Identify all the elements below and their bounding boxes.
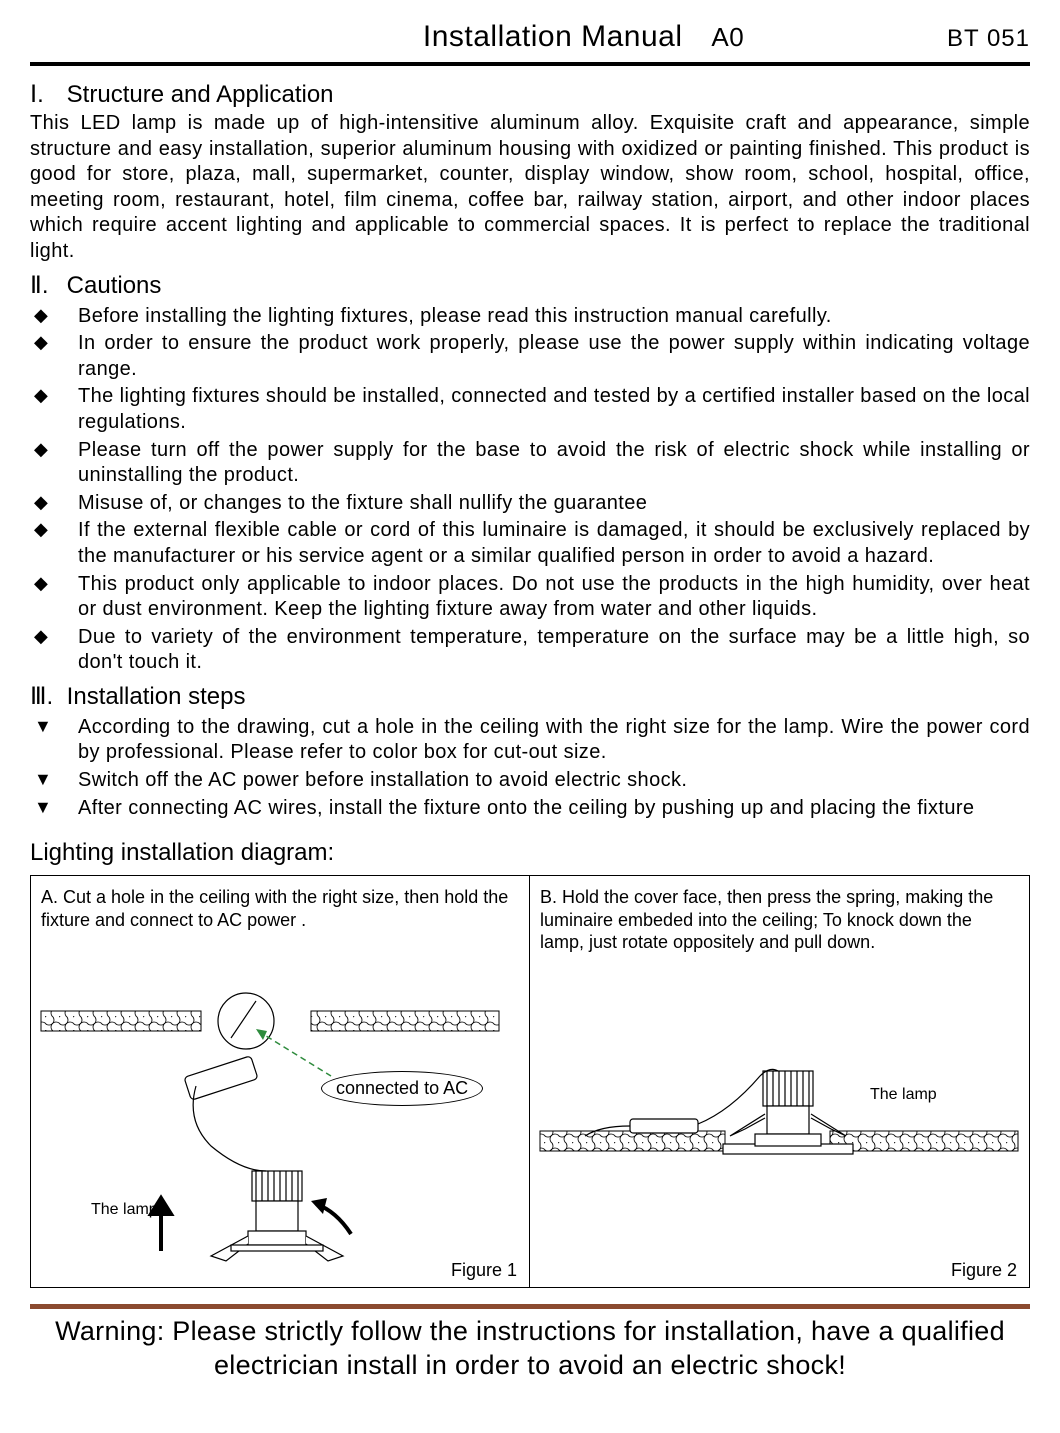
panel-a: A. Cut a hole in the ceiling with the ri… (31, 876, 530, 1287)
section-1-num: Ⅰ. (30, 80, 60, 109)
section-3-heading: Ⅲ. Installation steps (30, 682, 1030, 711)
revision-text: A0 (711, 22, 744, 52)
warning-text: Warning: Please strictly follow the inst… (30, 1315, 1030, 1383)
list-item: The lighting fixtures should be installe… (30, 384, 1030, 435)
list-item: According to the drawing, cut a hole in … (30, 715, 1030, 766)
top-rule (30, 62, 1030, 66)
section-1-title: Structure and Application (67, 81, 334, 108)
figure-2-label: Figure 2 (951, 1260, 1017, 1281)
panel-b: B. Hold the cover face, then press the s… (530, 876, 1029, 1287)
panel-b-text: B. Hold the cover face, then press the s… (540, 886, 1019, 954)
doc-code: BT 051 (947, 25, 1030, 53)
section-2-heading: Ⅱ. Cautions (30, 271, 1030, 300)
header: Installation Manual A0 BT 051 (30, 20, 1030, 62)
section-2-num: Ⅱ. (30, 271, 60, 300)
doc-title: Installation Manual A0 (30, 20, 947, 54)
panel-a-text: A. Cut a hole in the ceiling with the ri… (41, 886, 519, 931)
cautions-list: Before installing the lighting fixtures,… (30, 304, 1030, 676)
steps-list: According to the drawing, cut a hole in … (30, 715, 1030, 821)
list-item: Please turn off the power supply for the… (30, 438, 1030, 489)
lamp-label-b: The lamp (870, 1086, 937, 1104)
title-text: Installation Manual (423, 20, 683, 53)
figure-1-label: Figure 1 (451, 1260, 517, 1281)
list-item: After connecting AC wires, install the f… (30, 796, 1030, 822)
section-1-heading: Ⅰ. Structure and Application (30, 80, 1030, 109)
section-3-num: Ⅲ. (30, 682, 60, 711)
list-item: In order to ensure the product work prop… (30, 331, 1030, 382)
section-3-title: Installation steps (67, 683, 246, 710)
bottom-rule (30, 1304, 1030, 1309)
list-item: If the external flexible cable or cord o… (30, 518, 1030, 569)
diagram-box: A. Cut a hole in the ceiling with the ri… (30, 875, 1030, 1288)
section-1-body: This LED lamp is made up of high-intensi… (30, 111, 1030, 265)
list-item: Before installing the lighting fixtures,… (30, 304, 1030, 330)
figure-2-svg (530, 1016, 1028, 1276)
list-item: Misuse of, or changes to the fixture sha… (30, 491, 1030, 517)
lamp-label-a: The lamp (91, 1201, 158, 1219)
diagram-title: Lighting installation diagram: (30, 839, 1030, 867)
list-item: Switch off the AC power before installat… (30, 768, 1030, 794)
figure-1-svg (31, 946, 509, 1276)
section-2-title: Cautions (67, 272, 162, 299)
list-item: This product only applicable to indoor p… (30, 572, 1030, 623)
list-item: Due to variety of the environment temper… (30, 625, 1030, 676)
